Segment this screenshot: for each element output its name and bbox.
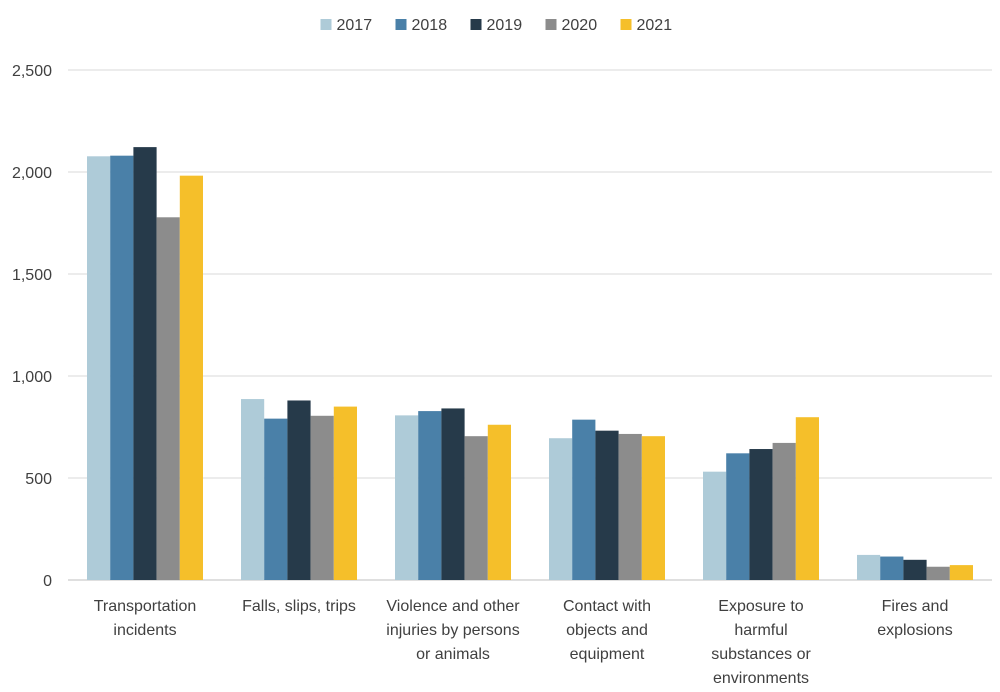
- category-label: injuries by persons: [386, 622, 519, 639]
- y-tick-label: 0: [43, 573, 52, 590]
- legend-swatch-2020: [545, 19, 557, 30]
- category-label: harmful: [734, 622, 787, 639]
- bar-2019-cat-4: [749, 449, 773, 580]
- bar-2020-cat-3: [618, 433, 642, 580]
- x-axis-category-labels: Transportation incidents Falls, slips, tri…: [94, 598, 953, 687]
- y-tick-label: 1,000: [12, 369, 52, 386]
- bar-2020-cat-1: [310, 415, 334, 580]
- bar-2017-cat-0: [87, 156, 111, 581]
- y-tick-label: 500: [25, 471, 52, 488]
- bar-2019-cat-0: [133, 147, 157, 580]
- legend-label: 2017: [337, 17, 373, 34]
- bar-2017-cat-2: [395, 415, 419, 580]
- category-label: environments: [713, 670, 809, 687]
- category-label: or animals: [416, 646, 490, 663]
- gridlines: [68, 69, 992, 581]
- category-label: equipment: [570, 646, 645, 663]
- bar-2019-cat-2: [441, 408, 465, 580]
- bar-2021-cat-0: [179, 175, 203, 580]
- legend-swatch-2019: [470, 19, 482, 30]
- bar-2021-cat-4: [795, 417, 819, 580]
- bar-2019-cat-5: [903, 559, 927, 580]
- bar-2021-cat-5: [949, 565, 973, 580]
- y-tick-label: 2,000: [12, 165, 52, 182]
- bar-2019-cat-1: [287, 400, 311, 580]
- bar-2021-cat-2: [487, 424, 511, 580]
- bar-2020-cat-0: [156, 217, 180, 580]
- category-label: Transportation: [94, 598, 197, 615]
- legend-label: 2018: [412, 17, 448, 34]
- bar-2018-cat-5: [880, 556, 904, 580]
- category-label: substances or: [711, 646, 811, 663]
- category-label: Violence and other: [386, 598, 520, 615]
- bar-2021-cat-1: [333, 406, 357, 580]
- y-axis-tick-labels: 0 500 1,000 1,500 2,000 2,500: [12, 63, 52, 590]
- category-label: Fires and: [882, 598, 949, 615]
- category-label: Exposure to: [718, 598, 803, 615]
- bar-2017-cat-3: [549, 438, 573, 580]
- bar-2020-cat-5: [926, 566, 950, 580]
- bar-2019-cat-3: [595, 430, 619, 580]
- legend-swatch-2017: [320, 19, 332, 30]
- y-tick-label: 2,500: [12, 63, 52, 80]
- bar-2018-cat-4: [726, 453, 750, 580]
- category-label: explosions: [877, 622, 953, 639]
- bar-2020-cat-4: [772, 442, 796, 580]
- category-label: objects and: [566, 622, 648, 639]
- legend-swatch-2021: [620, 19, 632, 30]
- legend-swatch-2018: [395, 19, 407, 30]
- bar-2018-cat-2: [418, 411, 442, 580]
- category-label: Contact with: [563, 598, 651, 615]
- bar-2017-cat-1: [241, 399, 265, 580]
- legend: 2017 2018 2019 2020 2021: [320, 17, 673, 34]
- bars: [87, 147, 973, 581]
- category-label: incidents: [113, 622, 176, 639]
- legend-label: 2020: [562, 17, 598, 34]
- category-label: Falls, slips, trips: [242, 598, 356, 615]
- bar-2018-cat-3: [572, 419, 596, 580]
- bar-2020-cat-2: [464, 436, 488, 580]
- y-tick-label: 1,500: [12, 267, 52, 284]
- legend-label: 2021: [637, 17, 673, 34]
- bar-2018-cat-1: [264, 418, 288, 580]
- bar-2021-cat-3: [641, 436, 665, 580]
- bar-2017-cat-4: [703, 471, 727, 580]
- bar-2017-cat-5: [857, 554, 881, 580]
- bar-2018-cat-0: [110, 155, 134, 580]
- legend-label: 2019: [487, 17, 523, 34]
